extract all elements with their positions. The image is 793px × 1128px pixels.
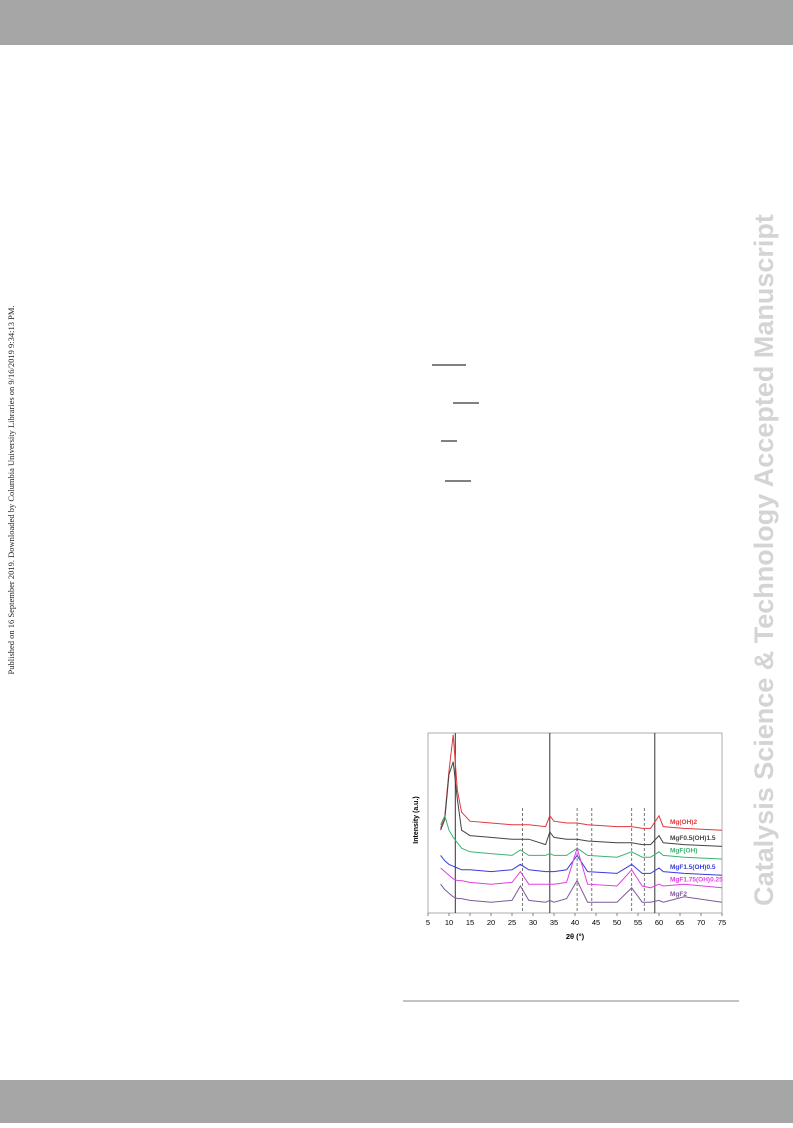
top-bar — [0, 0, 793, 45]
fragments — [432, 364, 479, 482]
side-note: Published on 16 September 2019. Download… — [6, 305, 16, 674]
plot: 5 10 15 20 25 30 35 40 45 50 55 60 65 70 75 Mg(OH)2 MgF0… — [426, 733, 726, 927]
series-line — [440, 814, 723, 860]
series-line — [440, 734, 723, 831]
series-line — [440, 879, 723, 903]
series-line — [440, 761, 723, 847]
y-axis-label: Intensity (a.u.) — [413, 796, 420, 843]
x-tick-label: 75 — [718, 918, 726, 927]
x-tick-label: 15 — [466, 918, 474, 927]
x-tick-label: 20 — [487, 918, 495, 927]
x-tick-label: 50 — [613, 918, 621, 927]
x-tick-label: 5 — [426, 918, 430, 927]
bottom-bar — [0, 1080, 793, 1123]
x-tick-label: 10 — [445, 918, 453, 927]
series-line — [440, 846, 723, 889]
series-label: MgF2 — [670, 891, 687, 898]
series-line — [440, 854, 723, 876]
series-label: Mg(OH)2 — [670, 819, 697, 826]
series-label: MgF0.5(OH)1.5 — [670, 835, 716, 842]
x-tick-label: 70 — [697, 918, 705, 927]
series-label: MgF(OH) — [670, 848, 697, 855]
x-tick-label: 45 — [592, 918, 600, 927]
x-tick-label: 55 — [634, 918, 642, 927]
x-tick-label: 65 — [676, 918, 684, 927]
x-axis-label: 2θ (°) — [566, 932, 585, 941]
series-label: MgF1.75(OH)0.25 — [670, 877, 723, 884]
series-label: MgF1.5(OH)0.5 — [670, 864, 716, 871]
x-tick-label: 40 — [571, 918, 579, 927]
watermark: Catalysis Science & Technology Accepted … — [749, 214, 779, 906]
x-tick-label: 60 — [655, 918, 663, 927]
x-tick-label: 30 — [529, 918, 537, 927]
x-tick-label: 25 — [508, 918, 516, 927]
x-tick-label: 35 — [550, 918, 558, 927]
